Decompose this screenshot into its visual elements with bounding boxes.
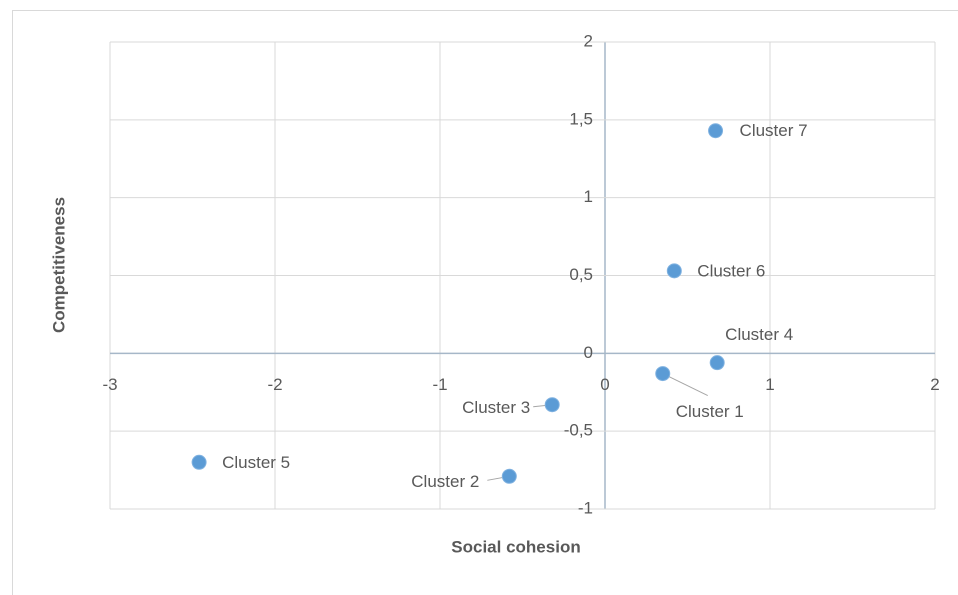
chart-frame bbox=[12, 10, 958, 595]
data-label: Cluster 3 bbox=[462, 398, 530, 417]
data-label: Cluster 6 bbox=[697, 261, 765, 280]
x-tick-label: 0 bbox=[600, 375, 609, 394]
data-label: Cluster 7 bbox=[740, 121, 808, 140]
point bbox=[655, 366, 671, 382]
x-tick-label: -1 bbox=[432, 375, 447, 394]
point bbox=[709, 355, 725, 371]
point bbox=[544, 397, 560, 413]
data-label: Cluster 1 bbox=[676, 402, 744, 421]
y-tick-label: 1 bbox=[584, 187, 593, 206]
point bbox=[708, 123, 724, 139]
data-label: Cluster 5 bbox=[222, 453, 290, 472]
y-tick-label: 0,5 bbox=[569, 265, 593, 284]
x-axis-title: Social cohesion bbox=[451, 537, 580, 556]
x-tick-label: -2 bbox=[267, 375, 282, 394]
y-tick-label: 2 bbox=[584, 31, 593, 50]
y-tick-label: 1,5 bbox=[569, 109, 593, 128]
x-tick-label: 2 bbox=[930, 375, 939, 394]
leader-line bbox=[662, 373, 708, 397]
x-tick-label: -3 bbox=[102, 375, 117, 394]
x-tick-label: 1 bbox=[765, 375, 774, 394]
y-tick-label: -1 bbox=[578, 498, 593, 517]
y-tick-label: 0 bbox=[584, 343, 593, 362]
y-axis-title: Competitiveness bbox=[49, 197, 68, 333]
point bbox=[501, 468, 517, 484]
point bbox=[666, 263, 682, 279]
point bbox=[191, 454, 207, 470]
data-label: Cluster 2 bbox=[411, 472, 479, 491]
y-tick-label: -0,5 bbox=[564, 421, 593, 440]
data-label: Cluster 4 bbox=[725, 325, 793, 344]
